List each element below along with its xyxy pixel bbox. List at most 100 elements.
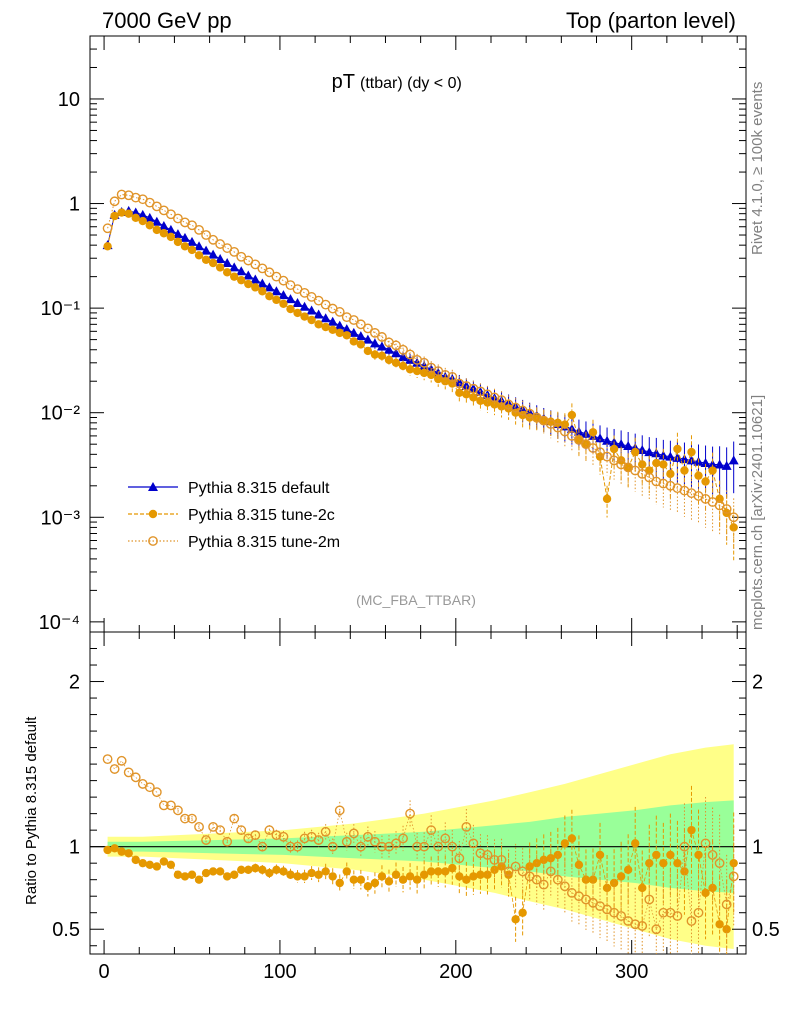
data-point — [335, 328, 344, 338]
data-point — [300, 312, 309, 321]
ratio-data-point — [518, 908, 527, 917]
data-point — [208, 258, 218, 268]
data-point — [637, 444, 648, 454]
ratio-data-point — [237, 865, 246, 874]
data-point — [151, 216, 162, 226]
data-point — [264, 282, 275, 292]
ratio-data-point — [145, 860, 154, 870]
data-point — [419, 357, 430, 368]
data-point — [130, 192, 141, 203]
ratio-series-line-1 — [107, 758, 735, 931]
ratio-y-tick-label-right: 2 — [752, 672, 763, 694]
data-point — [426, 370, 436, 380]
data-point — [334, 307, 345, 317]
ratio-data-point — [348, 828, 359, 839]
data-point — [454, 377, 465, 387]
ratio-data-point — [166, 800, 176, 811]
data-point — [124, 209, 133, 218]
ratio-data-point — [686, 916, 697, 926]
data-point — [292, 297, 303, 307]
ratio-data-point — [327, 841, 338, 852]
data-point — [398, 344, 408, 355]
data-point — [559, 426, 570, 437]
data-point — [680, 466, 689, 475]
data-point — [222, 258, 233, 268]
ratio-data-point — [314, 870, 323, 879]
ratio-data-point — [299, 833, 310, 844]
ratio-data-point — [166, 860, 176, 870]
data-point — [391, 358, 401, 368]
data-point — [362, 323, 373, 334]
ratio-data-point — [405, 872, 415, 881]
ratio-data-point — [173, 805, 183, 816]
data-point — [377, 332, 387, 342]
ratio-data-point — [461, 821, 472, 832]
ratio-data-point — [434, 867, 443, 876]
ratio-y-tick-label-right: 1 — [752, 837, 763, 859]
data-point — [138, 216, 147, 226]
data-point — [694, 471, 703, 480]
legend-marker — [148, 482, 158, 491]
legend-marker — [148, 536, 158, 546]
data-point — [370, 350, 380, 359]
ratio-data-point — [313, 835, 324, 845]
ratio-data-point — [398, 833, 408, 844]
x-tick-label: 300 — [615, 961, 648, 983]
data-point — [123, 190, 134, 201]
data-point — [363, 346, 373, 356]
data-point — [215, 263, 225, 272]
data-point — [567, 410, 577, 420]
data-point — [588, 443, 598, 453]
data-point — [384, 355, 394, 365]
data-point — [355, 331, 366, 341]
ratio-data-point — [637, 921, 648, 931]
data-point — [700, 458, 711, 468]
data-point — [320, 313, 331, 323]
data-point — [721, 460, 732, 470]
main-y-tick-labels: 10⁻⁴ 10⁻³ 10⁻² 10⁻¹ 1 10 — [39, 89, 81, 634]
data-point — [117, 208, 126, 217]
y-tick-label: 10 — [58, 89, 80, 111]
data-point — [370, 327, 380, 338]
data-point — [595, 447, 605, 458]
data-point — [110, 211, 119, 221]
ratio-data-point — [194, 875, 204, 884]
data-point — [376, 341, 387, 351]
data-point — [236, 266, 247, 276]
data-point — [244, 279, 253, 289]
ratio-data-point — [362, 831, 373, 842]
ratio-data-point — [398, 875, 408, 884]
data-point — [285, 280, 296, 291]
ratio-data-point — [384, 877, 394, 886]
ratio-data-point — [117, 847, 126, 856]
data-point — [623, 441, 634, 451]
data-point — [187, 245, 197, 255]
ratio-data-point — [441, 867, 450, 876]
ratio-data-point — [201, 868, 211, 878]
legend-label: Pythia 8.315 tune-2c — [188, 507, 335, 524]
data-point — [145, 221, 154, 230]
data-point — [278, 290, 289, 300]
ratio-data-point — [229, 813, 240, 824]
ratio-data-point — [123, 767, 134, 778]
ratio-data-point — [631, 839, 640, 848]
ratio-data-point — [658, 907, 669, 918]
y-tick-label: 1 — [69, 194, 80, 216]
ratio-data-point — [159, 857, 169, 866]
data-point — [250, 274, 261, 284]
ratio-data-point — [482, 850, 493, 860]
x-tick-label: 0 — [99, 961, 110, 983]
ratio-data-point — [173, 870, 183, 879]
data-point — [369, 338, 380, 348]
ratio-data-point — [222, 836, 233, 847]
data-point — [166, 232, 176, 242]
data-point — [222, 268, 232, 277]
ratio-data-point — [130, 772, 141, 783]
data-point — [194, 251, 204, 260]
ratio-data-point — [567, 834, 577, 843]
ratio-data-point — [560, 839, 570, 848]
ratio-data-point — [180, 813, 190, 824]
ratio-data-point — [116, 755, 127, 766]
data-point — [187, 236, 198, 246]
ratio-data-point — [103, 845, 112, 855]
